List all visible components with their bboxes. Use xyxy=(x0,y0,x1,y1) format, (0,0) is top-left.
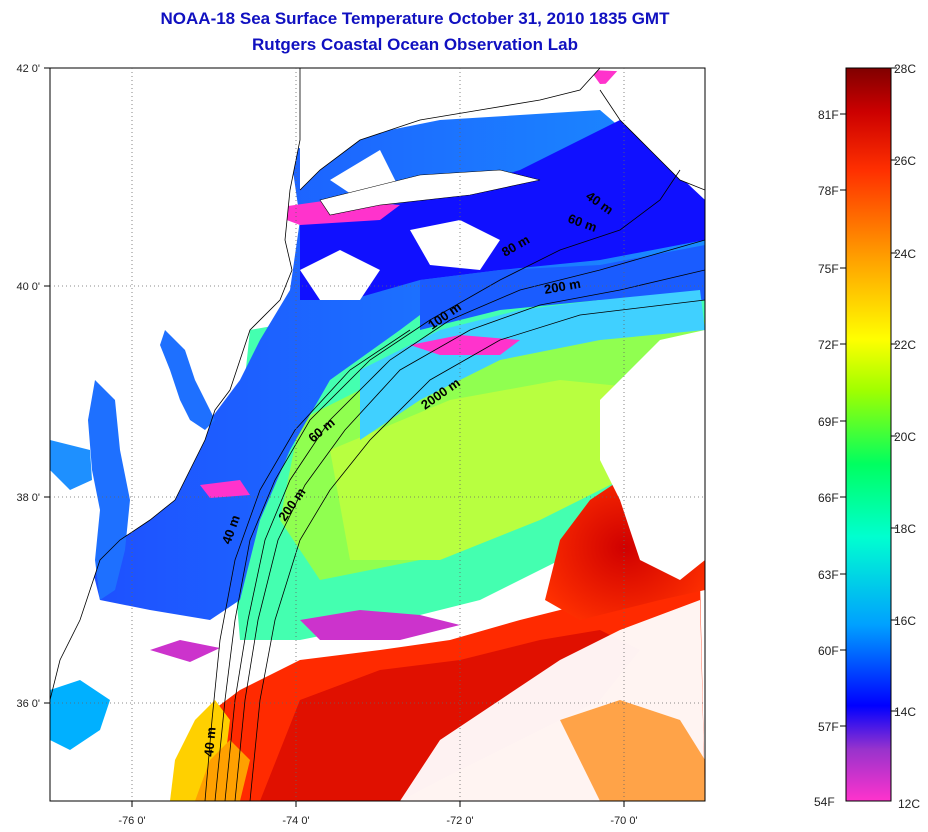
depth-label: 200 m xyxy=(543,276,582,297)
lon-tick-label: -76 0' xyxy=(118,815,145,827)
lat-tick-label: 36 0' xyxy=(16,698,40,710)
colorbar-c-label: 18C xyxy=(894,522,916,536)
colorbar-f-label: 66F xyxy=(818,491,839,505)
colorbar-f-label: 78F xyxy=(818,184,839,198)
colorbar xyxy=(845,67,892,802)
colorbar-f-label: 72F xyxy=(818,338,839,352)
colorbar-c-label: 16C xyxy=(894,614,916,628)
lat-tick-label: 42 0' xyxy=(16,63,40,75)
colorbar-c-label: 14C xyxy=(894,705,916,719)
map-subtitle: Rutgers Coastal Ocean Observation Lab xyxy=(252,35,578,54)
colorbar-c-label: 28C xyxy=(894,62,916,76)
colorbar-f-label: 57F xyxy=(818,720,839,734)
colorbar-c-label: 20C xyxy=(894,430,916,444)
colorbar-f-label: 54F xyxy=(814,795,835,809)
map-title: NOAA-18 Sea Surface Temperature October … xyxy=(160,9,670,28)
colorbar-c-label: 22C xyxy=(894,338,916,352)
lat-tick-label: 38 0' xyxy=(16,492,40,504)
sst-image xyxy=(50,68,705,801)
colorbar-f-label: 81F xyxy=(818,108,839,122)
lat-tick-label: 40 0' xyxy=(16,281,40,293)
colorbar-f-label: 60F xyxy=(818,644,839,658)
lon-tick-label: -72 0' xyxy=(446,815,473,827)
lon-tick-label: -70 0' xyxy=(610,815,637,827)
colorbar-c-label: 24C xyxy=(894,247,916,261)
lon-tick-label: -74 0' xyxy=(282,815,309,827)
colorbar-f-label: 69F xyxy=(818,415,839,429)
colorbar-f-label: 75F xyxy=(818,262,839,276)
colorbar-c-label: 26C xyxy=(894,154,916,168)
colorbar-c-label: 12C xyxy=(898,797,920,811)
depth-label: 40 m xyxy=(201,726,219,757)
colorbar-f-label: 63F xyxy=(818,568,839,582)
